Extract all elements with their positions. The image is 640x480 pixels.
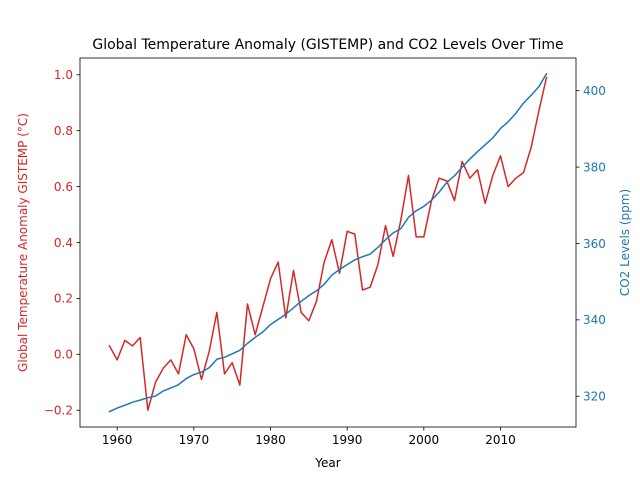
y-right-tick-label: 320 (583, 390, 606, 404)
x-tick-label: 2000 (409, 433, 440, 447)
plot-area (79, 57, 577, 428)
x-axis: 1960 1970 1980 1990 2000 2010 (102, 427, 516, 447)
y-left-tick-label: 0.4 (54, 236, 73, 250)
co2-levels-line (108, 72, 548, 413)
x-axis-title: Year (314, 456, 340, 470)
x-tick-label: 1980 (255, 433, 286, 447)
y-axis-left-title: Global Temperature Anomaly GISTEMP (°C) (16, 113, 30, 372)
temperature-anomaly-line (108, 76, 548, 411)
y-left-tick-label: 0.8 (54, 124, 73, 138)
y-axis-right: 320 340 360 380 400 (576, 84, 606, 404)
y-right-tick-label: 360 (583, 237, 606, 251)
y-right-tick-label: 340 (583, 313, 606, 327)
x-tick-label: 1990 (332, 433, 363, 447)
y-left-tick-label: 0.2 (54, 292, 73, 306)
x-tick-label: 2010 (485, 433, 516, 447)
y-left-tick-label: −0.2 (44, 404, 73, 418)
y-left-tick-label: 0.0 (54, 348, 73, 362)
y-axis-left: −0.2 0.0 0.2 0.4 0.6 0.8 1.0 (44, 68, 80, 418)
x-tick-label: 1960 (102, 433, 133, 447)
y-right-tick-label: 400 (583, 84, 606, 98)
chart-title: Global Temperature Anomaly (GISTEMP) and… (92, 37, 563, 53)
y-axis-right-title: CO2 Levels (ppm) (618, 189, 632, 296)
y-right-tick-label: 380 (583, 160, 606, 174)
y-left-tick-label: 0.6 (54, 180, 73, 194)
plot-frame (79, 57, 577, 428)
y-left-tick-label: 1.0 (54, 68, 73, 82)
x-tick-label: 1970 (179, 433, 210, 447)
